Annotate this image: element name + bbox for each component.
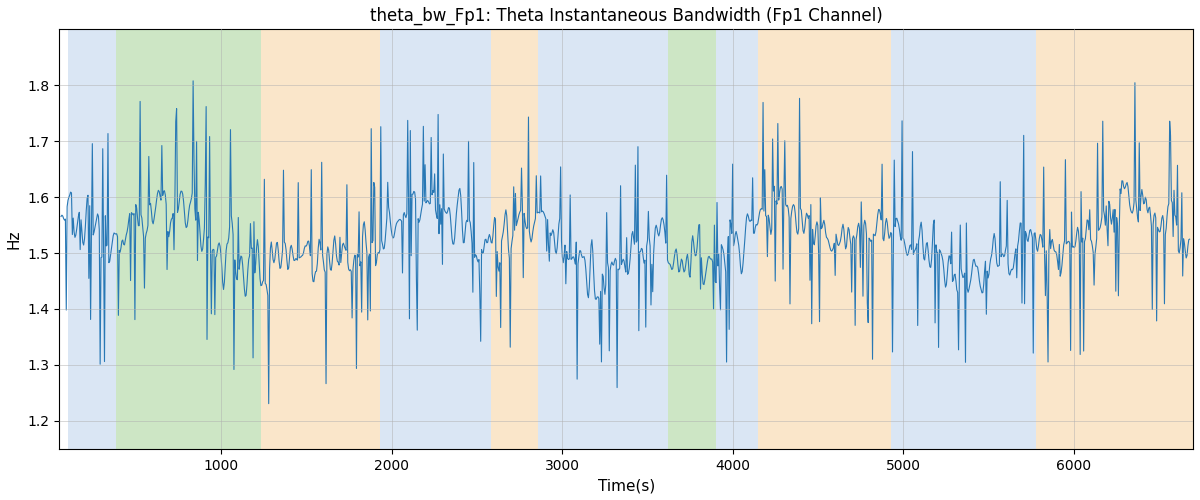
Bar <box>491 30 539 449</box>
Bar <box>539 30 668 449</box>
Bar <box>68 30 115 449</box>
Bar <box>758 30 892 449</box>
Bar <box>1037 30 1193 449</box>
Bar <box>715 30 758 449</box>
Title: theta_bw_Fp1: Theta Instantaneous Bandwidth (Fp1 Channel): theta_bw_Fp1: Theta Instantaneous Bandwi… <box>370 7 882 25</box>
Bar <box>380 30 491 449</box>
Bar <box>892 30 1037 449</box>
Bar <box>668 30 715 449</box>
Bar <box>115 30 260 449</box>
Bar <box>260 30 380 449</box>
X-axis label: Time(s): Time(s) <box>598 478 655 493</box>
Y-axis label: Hz: Hz <box>7 230 22 249</box>
